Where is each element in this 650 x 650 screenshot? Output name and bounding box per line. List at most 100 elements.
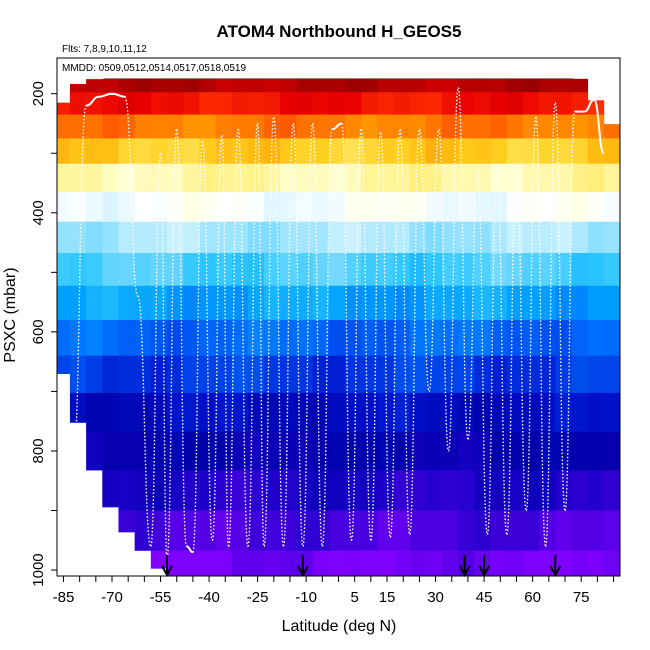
x-tick-label: 45 [476,589,493,606]
heatmap-cell [134,78,152,93]
heatmap-cell [134,319,152,357]
heatmap-cell [57,355,71,374]
heatmap-cell [377,550,394,577]
x-tick-label: 75 [573,589,590,606]
x-tick-label: -40 [198,589,220,606]
heatmap-cell [474,114,491,139]
heatmap-cell [312,114,330,139]
heatmap-cell [361,78,378,93]
heatmap-cell [571,550,589,577]
heatmap-cell [474,252,491,287]
flight-track-segment [476,170,488,535]
chart-title: ATOM4 Northbound H_GEOS5 [217,22,462,41]
heatmap-cell [69,221,87,254]
heatmap-cell [344,392,362,433]
heatmap-cell [69,138,87,165]
heatmap-cell [134,163,152,193]
heatmap-cell [393,285,411,321]
heatmap-cell [199,355,216,394]
heatmap-cell [69,83,87,93]
heatmap-cell [231,78,249,93]
flight-track-segment [525,116,537,512]
x-tick-label: 60 [524,589,541,606]
heatmap-cell [425,92,443,115]
heatmap-cells [57,78,621,577]
flight-track-segment [176,128,188,547]
heatmap-cell [571,510,589,552]
heatmap-cell [587,114,605,139]
heatmap-cell [231,392,249,433]
heatmap-cell [118,285,136,321]
heatmap-cell [377,319,394,357]
heatmap-cell [442,355,459,394]
heatmap-cell [409,252,427,287]
heatmap-cell [86,79,103,93]
heatmap-cell [474,221,491,254]
flight-track-segment [321,128,333,547]
heatmap-cell [118,470,136,511]
heatmap-cell [215,252,233,287]
flight-track-segment [227,128,239,547]
heatmap-cell [280,78,297,93]
heatmap-cell [490,285,508,321]
heatmap-cell [150,221,168,254]
heatmap-cell [539,510,556,552]
heatmap-cell [69,191,87,223]
heatmap-cell [603,392,621,433]
heatmap-cell [69,92,87,115]
heatmap-cell [393,114,411,139]
heatmap-cell [312,191,330,223]
heatmap-cell [102,285,119,321]
heatmap-cell [393,92,411,115]
heatmap-cell [167,252,184,287]
heatmap-cell [150,319,168,357]
heatmap-cell [377,78,394,93]
heatmap-cell [361,355,378,394]
heatmap-cell [539,163,556,193]
heatmap-cell [69,319,87,357]
heatmap-cell [328,510,346,552]
heatmap-cell [296,163,314,193]
heatmap-cell [312,252,330,287]
heatmap-cell [328,138,346,165]
heatmap-cell [539,191,556,223]
heatmap-cell [247,319,265,357]
heatmap-cell [442,138,459,165]
heatmap-cell [280,163,297,193]
heatmap-cell [522,510,540,552]
flight-track-segment [201,140,213,541]
heatmap-cell [474,319,491,357]
heatmap-cell [264,163,281,193]
heatmap-cell [344,355,362,394]
heatmap-cell [377,285,394,321]
heatmap-cell [555,355,572,394]
heatmap-cell [555,510,572,552]
heatmap-cell [442,510,459,552]
flight-track-segment [438,128,450,452]
heatmap-cell [199,510,216,552]
heatmap-cell [506,470,524,511]
heatmap-cell [458,163,475,193]
heatmap-cell [571,355,589,394]
marker-arrow-head [297,565,309,578]
heatmap-cell [118,114,136,139]
heatmap-cell [393,78,411,93]
x-tick-label: 15 [379,589,396,606]
heatmap-cell [425,355,443,394]
heatmap-cell [425,252,443,287]
heatmap-cell [539,114,556,139]
heatmap-cell [86,114,103,139]
heatmap-cell [474,78,491,93]
flight-track-segment [584,98,595,113]
heatmap-cell [571,163,589,193]
heatmap-cell [134,355,152,394]
heatmap-cell [296,392,314,433]
heatmap-cell [361,114,378,139]
heatmap-cell [539,92,556,115]
heatmap-cell [603,221,621,254]
heatmap-cell [57,163,71,193]
heatmap-cell [167,191,184,223]
heatmap-cell [393,431,411,471]
heatmap-cell [118,510,136,533]
heatmap-cell [312,319,330,357]
